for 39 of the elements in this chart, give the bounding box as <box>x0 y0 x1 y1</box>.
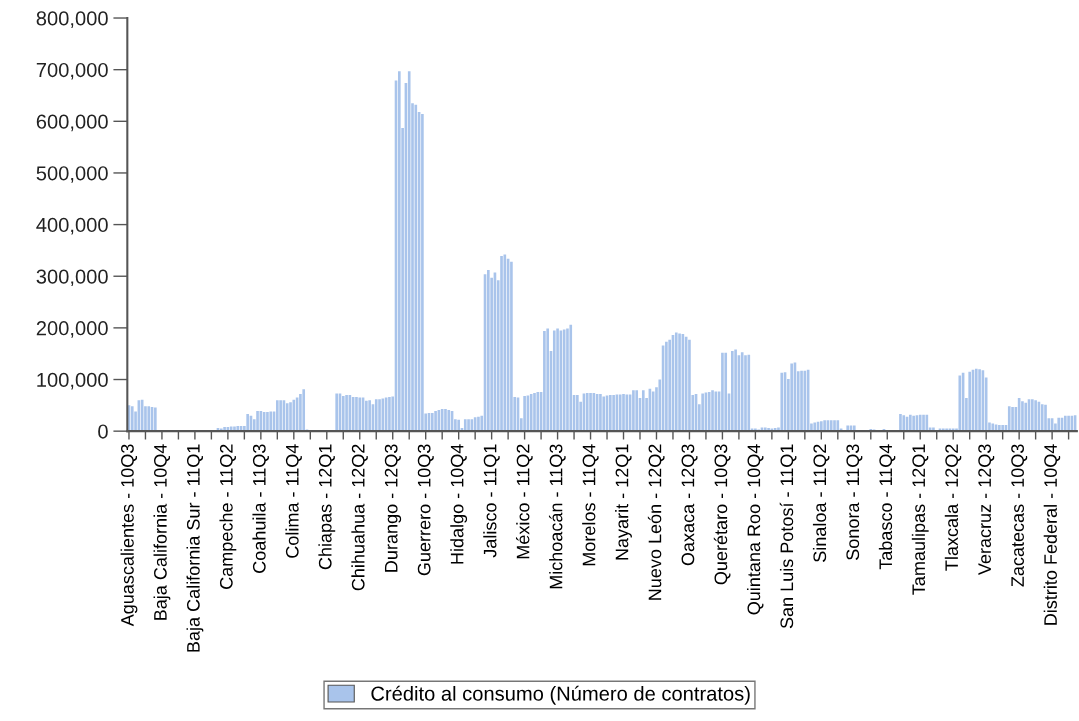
y-tick-label: 200,000 <box>36 321 108 338</box>
x-tick-label: Baja California Sur - 11Q1 <box>186 444 204 652</box>
y-tick-label: 500,000 <box>36 166 108 183</box>
x-tick-label: Durango - 12Q3 <box>384 444 402 572</box>
x-tick-label: Tabasco - 11Q4 <box>878 444 896 570</box>
x-tick-label: Guerrero - 10Q3 <box>417 444 434 576</box>
x-tick-label: Querétaro - 10Q3 <box>713 444 731 585</box>
legend-label: Crédito al consumo (Número de contratos) <box>371 685 750 705</box>
x-tick-label: Michoacán - 11Q3 <box>548 444 566 589</box>
y-tick-label: 800,000 <box>36 11 108 28</box>
y-tick-label: 600,000 <box>36 114 108 132</box>
x-tick-label: Chihuahua - 12Q2 <box>351 444 368 591</box>
x-tick-label: Aguascalientes - 10Q3 <box>120 444 138 627</box>
x-tick-label: Baja California - 10Q4 <box>153 444 171 620</box>
x-tick-label: Jalisco - 11Q1 <box>483 444 500 558</box>
x-tick-label: San Luis Potosí - 11Q1 <box>779 444 797 629</box>
x-tick-label: Distrito Federal - 10Q4 <box>1043 444 1061 625</box>
x-tick-label: Coahuila - 11Q3 <box>252 444 269 573</box>
x-tick-label: México - 11Q2 <box>515 444 533 559</box>
x-tick-label: Sonora - 11Q3 <box>846 444 863 560</box>
x-tick-label: Veracruz - 12Q3 <box>978 444 995 576</box>
x-tick-label: Oaxaca - 12Q3 <box>681 444 698 566</box>
x-tick-label: Hidalgo - 10Q4 <box>450 444 468 564</box>
x-tick-label: Sinaloa - 11Q2 <box>812 444 830 562</box>
x-tick-label: Nuevo León - 12Q2 <box>647 444 665 600</box>
x-tick-label: Chiapas - 12Q1 <box>318 444 336 570</box>
y-tick-label: 400,000 <box>36 217 108 235</box>
x-tick-label: Colima - 11Q4 <box>285 444 302 558</box>
x-tick-label: Nayarit - 12Q1 <box>615 444 632 560</box>
x-tick-label: Morelos - 11Q4 <box>582 444 599 566</box>
x-tick-label: Tlaxcala - 12Q2 <box>944 444 962 571</box>
x-tick-label: Quintana Roo - 10Q4 <box>746 444 764 615</box>
y-tick-label: 100,000 <box>37 372 108 390</box>
y-tick-label: 700,000 <box>36 62 108 80</box>
x-tick-label: Campeche - 11Q2 <box>219 444 237 589</box>
y-tick-label: 0 <box>98 424 108 439</box>
x-tick-label: Zacatecas - 10Q3 <box>1011 444 1028 587</box>
y-tick-label: 300,000 <box>36 269 108 287</box>
x-tick-label: Tamaulipas - 12Q1 <box>911 444 929 595</box>
